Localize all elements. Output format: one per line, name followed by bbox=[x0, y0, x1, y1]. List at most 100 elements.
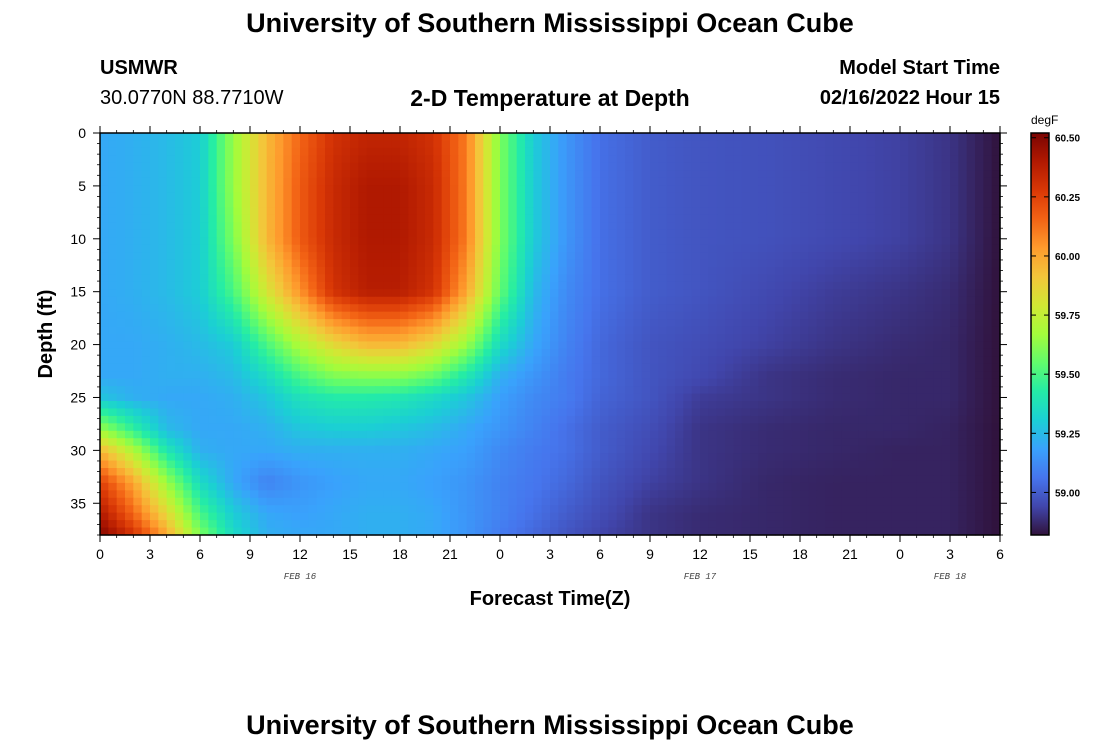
heatmap-cell bbox=[341, 445, 351, 454]
heatmap-cell bbox=[541, 319, 551, 328]
heatmap-cell bbox=[850, 133, 859, 142]
heatmap-cell bbox=[366, 393, 376, 402]
heatmap-cell bbox=[308, 244, 318, 253]
heatmap-cell bbox=[466, 155, 476, 164]
heatmap-cell bbox=[408, 133, 418, 142]
heatmap-cell bbox=[216, 460, 226, 469]
heatmap-cell bbox=[750, 438, 759, 447]
heatmap-cell bbox=[866, 281, 876, 290]
heatmap-cell bbox=[633, 296, 643, 305]
heatmap-cell bbox=[975, 401, 984, 410]
heatmap-cell bbox=[791, 267, 801, 276]
heatmap-cell bbox=[433, 133, 443, 142]
heatmap-cell bbox=[941, 222, 951, 231]
heatmap-cell bbox=[275, 468, 284, 477]
heatmap-cell bbox=[241, 170, 251, 179]
heatmap-cell bbox=[925, 438, 934, 447]
heatmap-cell bbox=[783, 430, 793, 439]
heatmap-cell bbox=[233, 244, 243, 253]
heatmap-cell bbox=[150, 378, 159, 387]
heatmap-cell bbox=[166, 415, 176, 424]
heatmap-cell bbox=[441, 147, 451, 156]
heatmap-cell bbox=[550, 133, 559, 142]
heatmap-cell bbox=[466, 430, 476, 439]
heatmap-cell bbox=[650, 177, 659, 186]
heatmap-cell bbox=[675, 386, 684, 395]
heatmap-cell bbox=[958, 185, 968, 194]
heatmap-cell bbox=[550, 401, 559, 410]
heatmap-cell bbox=[950, 244, 959, 253]
heatmap-cell bbox=[483, 378, 493, 387]
heatmap-cell bbox=[275, 401, 284, 410]
heatmap-cell bbox=[483, 281, 493, 290]
heatmap-cell bbox=[691, 140, 701, 149]
heatmap-cell bbox=[350, 237, 359, 246]
heatmap-cell bbox=[700, 214, 709, 223]
heatmap-cell bbox=[175, 296, 184, 305]
heatmap-cell bbox=[483, 393, 493, 402]
heatmap-cell bbox=[200, 460, 209, 469]
heatmap-cell bbox=[458, 460, 468, 469]
heatmap-cell bbox=[525, 289, 534, 298]
heatmap-cell bbox=[325, 177, 334, 186]
heatmap-cell bbox=[383, 468, 393, 477]
heatmap-cell bbox=[450, 393, 459, 402]
heatmap-cell bbox=[816, 259, 826, 268]
heatmap-cell bbox=[533, 296, 543, 305]
heatmap-cell bbox=[625, 430, 634, 439]
heatmap-cell bbox=[216, 348, 226, 357]
heatmap-cell bbox=[600, 200, 609, 209]
heatmap-cell bbox=[408, 341, 418, 350]
heatmap-cell bbox=[975, 453, 984, 462]
heatmap-cell bbox=[275, 140, 284, 149]
heatmap-cell bbox=[350, 147, 359, 156]
heatmap-cell bbox=[691, 386, 701, 395]
heatmap-cell bbox=[683, 296, 693, 305]
heatmap-cell bbox=[525, 401, 534, 410]
heatmap-cell bbox=[641, 252, 651, 261]
heatmap-cell bbox=[708, 319, 718, 328]
heatmap-cell bbox=[766, 200, 776, 209]
heatmap-cell bbox=[683, 207, 693, 216]
heatmap-cell bbox=[583, 281, 593, 290]
heatmap-cell bbox=[133, 192, 143, 201]
heatmap-cell bbox=[658, 423, 668, 432]
heatmap-cell bbox=[925, 408, 934, 417]
heatmap-cell bbox=[416, 363, 426, 372]
heatmap-cell bbox=[550, 445, 559, 454]
heatmap-cell bbox=[258, 214, 268, 223]
heatmap-cell bbox=[741, 415, 751, 424]
heatmap-cell bbox=[433, 207, 443, 216]
heatmap-cell bbox=[933, 430, 943, 439]
heatmap-cell bbox=[200, 200, 209, 209]
heatmap-cell bbox=[908, 162, 918, 171]
heatmap-cell bbox=[300, 140, 309, 149]
heatmap-cell bbox=[966, 237, 976, 246]
heatmap-cell bbox=[550, 252, 559, 261]
heatmap-cell bbox=[133, 334, 143, 343]
heatmap-cell bbox=[791, 274, 801, 283]
heatmap-cell bbox=[650, 274, 659, 283]
heatmap-cell bbox=[900, 326, 909, 335]
heatmap-cell bbox=[575, 408, 584, 417]
heatmap-cell bbox=[383, 200, 393, 209]
heatmap-cell bbox=[125, 207, 134, 216]
heatmap-cell bbox=[216, 289, 226, 298]
heatmap-cell bbox=[966, 274, 976, 283]
heatmap-cell bbox=[175, 177, 184, 186]
heatmap-cells bbox=[100, 133, 1001, 536]
heatmap-cell bbox=[516, 304, 526, 313]
heatmap-cell bbox=[641, 341, 651, 350]
heatmap-cell bbox=[291, 185, 301, 194]
heatmap-cell bbox=[300, 423, 309, 432]
heatmap-cell bbox=[550, 408, 559, 417]
heatmap-cell bbox=[291, 401, 301, 410]
heatmap-cell bbox=[716, 356, 726, 365]
heatmap-cell bbox=[291, 296, 301, 305]
heatmap-cell bbox=[975, 252, 984, 261]
heatmap-cell bbox=[383, 229, 393, 238]
heatmap-cell bbox=[100, 348, 109, 357]
heatmap-cell bbox=[766, 408, 776, 417]
heatmap-cell bbox=[908, 252, 918, 261]
heatmap-cell bbox=[258, 296, 268, 305]
